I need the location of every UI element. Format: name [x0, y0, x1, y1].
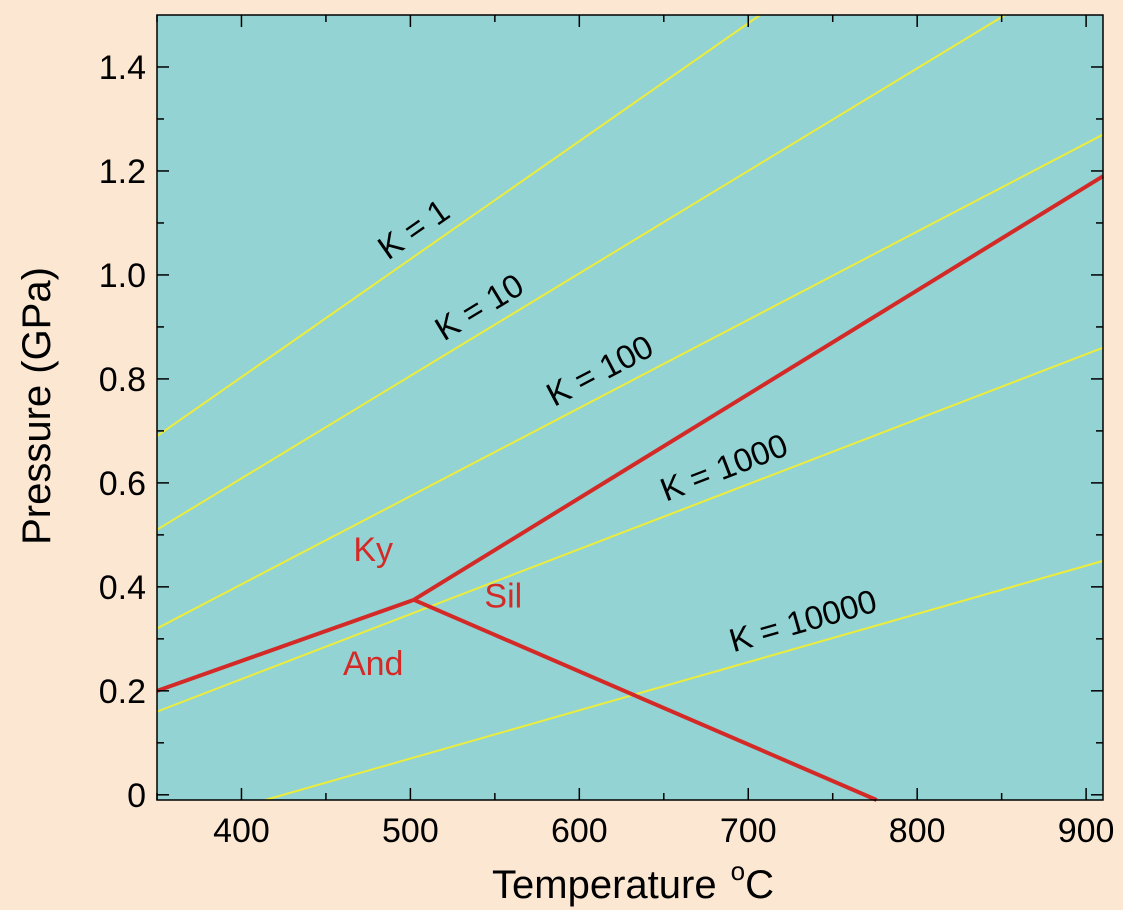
y-tick-label: 0.6	[99, 465, 146, 503]
k-line-2	[156, 14, 1006, 531]
y-tick-label: 1.2	[99, 153, 146, 191]
x-tick-label: 400	[213, 812, 270, 850]
tick-labels: 400 500 600 700 800 900 0 0.2 0.4 0.6 0.8 1.0 1.2 1.4	[99, 49, 1115, 850]
x-axis-title-text: Temperature	[492, 863, 717, 907]
x-tick-label: 800	[889, 812, 946, 850]
axis-ticks	[156, 15, 1103, 800]
degree-sign: o	[731, 856, 745, 886]
y-tick-label: 0	[127, 777, 146, 815]
plot-area	[157, 15, 1103, 800]
x-axis-unit: C	[745, 863, 774, 907]
x-tick-label: 600	[551, 812, 608, 850]
x-tick-label: 500	[382, 812, 439, 850]
x-axis-title: Temperature oC	[492, 856, 774, 907]
y-tick-label: 1.0	[99, 257, 146, 295]
phase-labels: Ky Sil And	[343, 531, 522, 683]
y-tick-label: 1.4	[99, 49, 146, 87]
x-tick-label: 700	[720, 812, 777, 850]
phase-boundary-ky-and	[156, 597, 415, 693]
y-tick-label: 0.4	[99, 569, 146, 607]
k-line-5	[264, 559, 1104, 801]
y-tick-label: 0.2	[99, 673, 146, 711]
phase-boundaries	[156, 174, 1105, 802]
phase-boundary-and-sil	[412, 598, 878, 802]
phase-label-sil: Sil	[484, 578, 522, 616]
y-axis-title: Pressure (GPa)	[15, 267, 59, 545]
phase-label-and: And	[343, 645, 404, 683]
x-tick-label: 900	[1058, 812, 1115, 850]
k-line-3	[156, 133, 1104, 630]
k-line-4	[156, 346, 1104, 713]
y-tick-label: 0.8	[99, 361, 146, 399]
plot-frame	[156, 14, 1104, 801]
phase-label-ky: Ky	[353, 531, 393, 569]
k-lines	[156, 14, 1104, 801]
phase-boundary-ky-sil	[412, 174, 1105, 602]
k-line-1	[156, 14, 761, 437]
